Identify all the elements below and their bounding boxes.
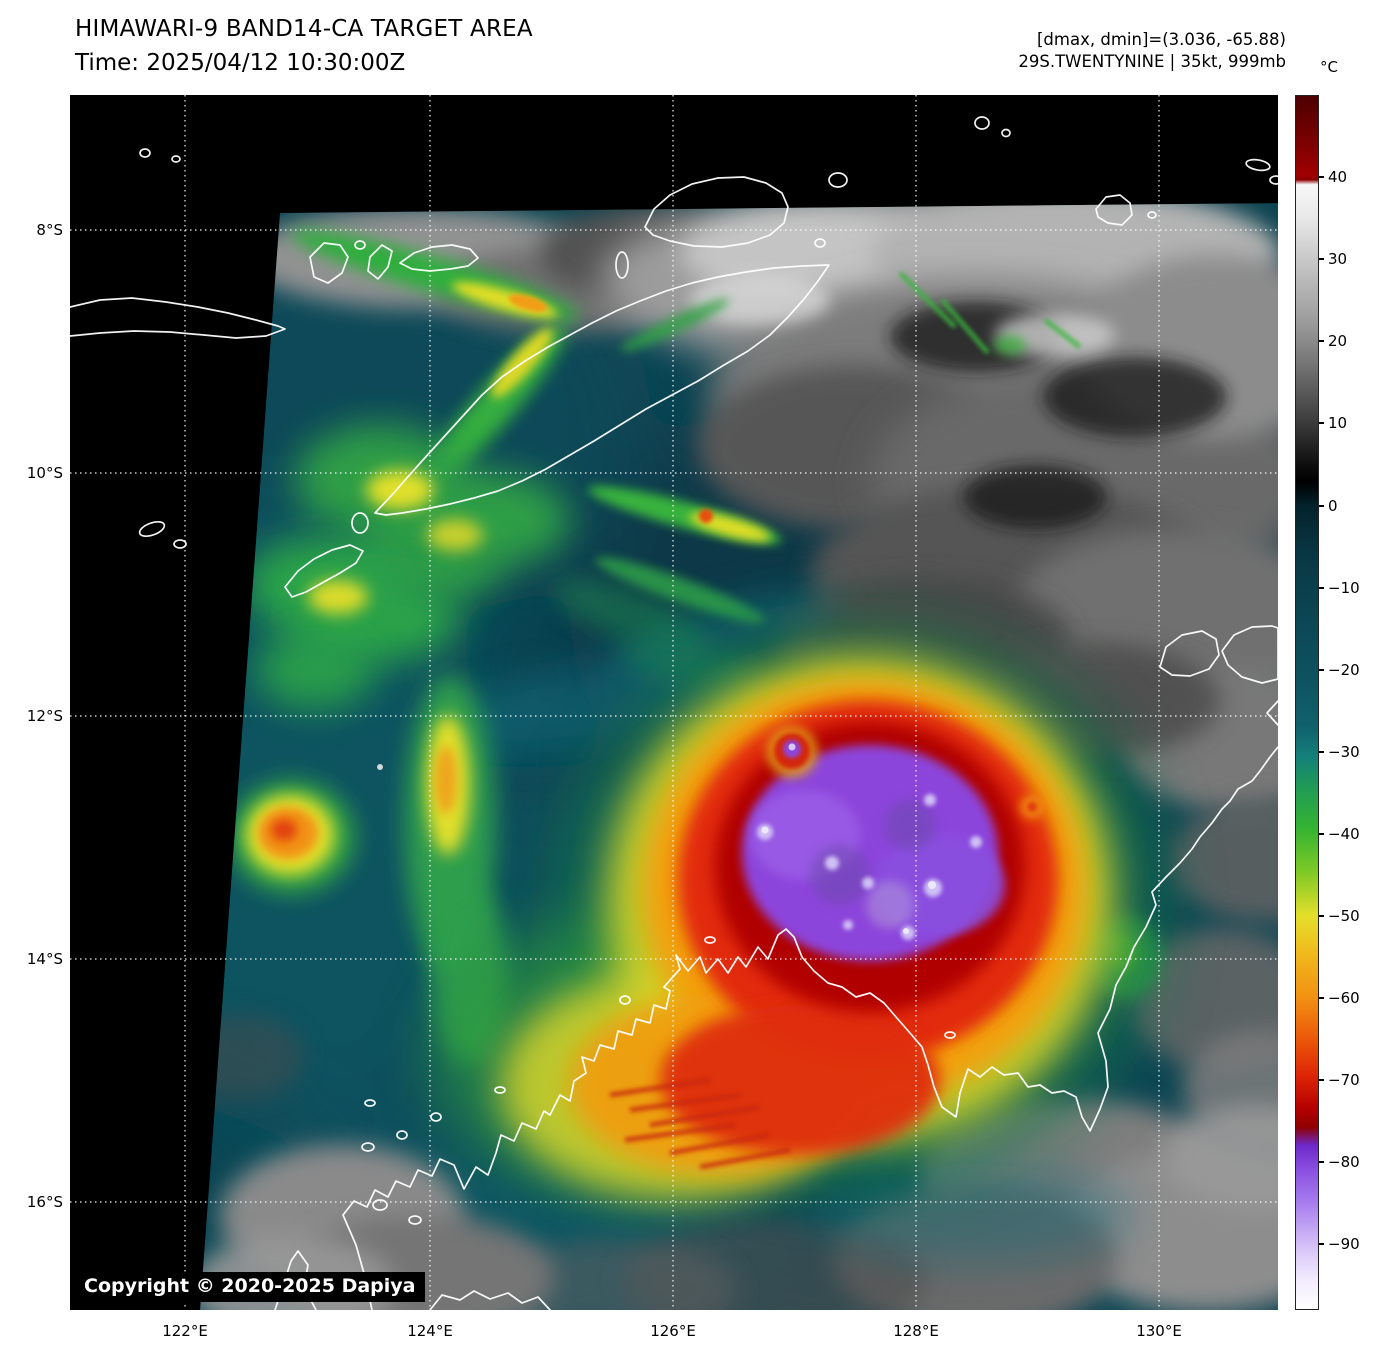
satellite-map-panel: Copyright © 2020-2025 Dapiya xyxy=(70,95,1278,1310)
colorbar-tick-m10: −10 xyxy=(1328,579,1360,597)
colorbar-tick-m60: −60 xyxy=(1328,989,1360,1007)
colorbar-tickmark xyxy=(1319,1079,1324,1081)
lon-tick-124e: 124°E xyxy=(407,1322,453,1340)
colorbar-tickmark xyxy=(1319,997,1324,999)
colorbar-tickmark xyxy=(1319,587,1324,589)
colorbar-tick-m20: −20 xyxy=(1328,661,1360,679)
colorbar-tick-m70: −70 xyxy=(1328,1071,1360,1089)
colorbar-tick-m90: −90 xyxy=(1328,1235,1360,1253)
lon-tick-128e: 128°E xyxy=(893,1322,939,1340)
colorbar-tickmark xyxy=(1319,751,1324,753)
figure-timestamp: Time: 2025/04/12 10:30:00Z xyxy=(75,50,406,76)
lat-tick-14s: 14°S xyxy=(26,950,63,968)
coastlines xyxy=(70,116,1278,1310)
colorbar-tick-m30: −30 xyxy=(1328,743,1360,761)
coast-flores xyxy=(70,297,286,339)
lon-tick-126e: 126°E xyxy=(650,1322,696,1340)
colorbar-tick-30: 30 xyxy=(1328,250,1348,268)
lon-tick-122e: 122°E xyxy=(162,1322,208,1340)
coast-offshore-islets xyxy=(361,936,956,1225)
convective-bands xyxy=(230,230,1161,1265)
overshooting-tops xyxy=(757,794,982,940)
lat-tick-16s: 16°S xyxy=(26,1193,63,1211)
colorbar-tickmark xyxy=(1319,669,1324,671)
lat-tick-8s: 8°S xyxy=(36,221,63,239)
cyclone xyxy=(430,615,1170,1200)
wave-striations xyxy=(609,1077,791,1170)
colorbar-tick-10: 10 xyxy=(1328,414,1348,432)
colorbar-tick-m50: −50 xyxy=(1328,907,1360,925)
colorbar xyxy=(1295,95,1319,1310)
storm-id-intensity: 29S.TWENTYNINE | 35kt, 999mb xyxy=(1018,52,1286,71)
coast-tiwi xyxy=(1159,630,1220,677)
colorbar-tickmark xyxy=(1319,258,1324,260)
coast-wetar xyxy=(644,176,789,248)
colorbar-tick-m80: −80 xyxy=(1328,1153,1360,1171)
dmax-dmin-readout: [dmax, dmin]=(3.036, -65.88) xyxy=(1037,30,1286,49)
colorbar-tick-m40: −40 xyxy=(1328,825,1360,843)
colorbar-tickmark xyxy=(1319,833,1324,835)
figure-title: HIMAWARI-9 BAND14-CA TARGET AREA xyxy=(75,16,533,42)
colorbar-unit-label: °C xyxy=(1320,58,1338,76)
colorbar-tickmark xyxy=(1319,1243,1324,1245)
colorbar-tickmark xyxy=(1319,422,1324,424)
copyright-watermark: Copyright © 2020-2025 Dapiya xyxy=(78,1272,426,1302)
lat-tick-12s: 12°S xyxy=(26,707,63,725)
colorbar-tickmark xyxy=(1319,1161,1324,1163)
coast-rote xyxy=(284,544,364,598)
colorbar-tickmark xyxy=(1319,915,1324,917)
colorbar-tick-20: 20 xyxy=(1328,332,1348,350)
colorbar-tickmark xyxy=(1319,176,1324,178)
satellite-image xyxy=(70,95,1278,1310)
colorbar-tick-40: 40 xyxy=(1328,168,1348,186)
colorbar-tick-0: 0 xyxy=(1328,497,1338,515)
graticule xyxy=(70,95,1278,1310)
colorbar-tickmark xyxy=(1319,505,1324,507)
coast-timor xyxy=(374,264,830,516)
lat-tick-10s: 10°S xyxy=(26,464,63,482)
lon-tick-130e: 130°E xyxy=(1136,1322,1182,1340)
colorbar-tickmark xyxy=(1319,340,1324,342)
